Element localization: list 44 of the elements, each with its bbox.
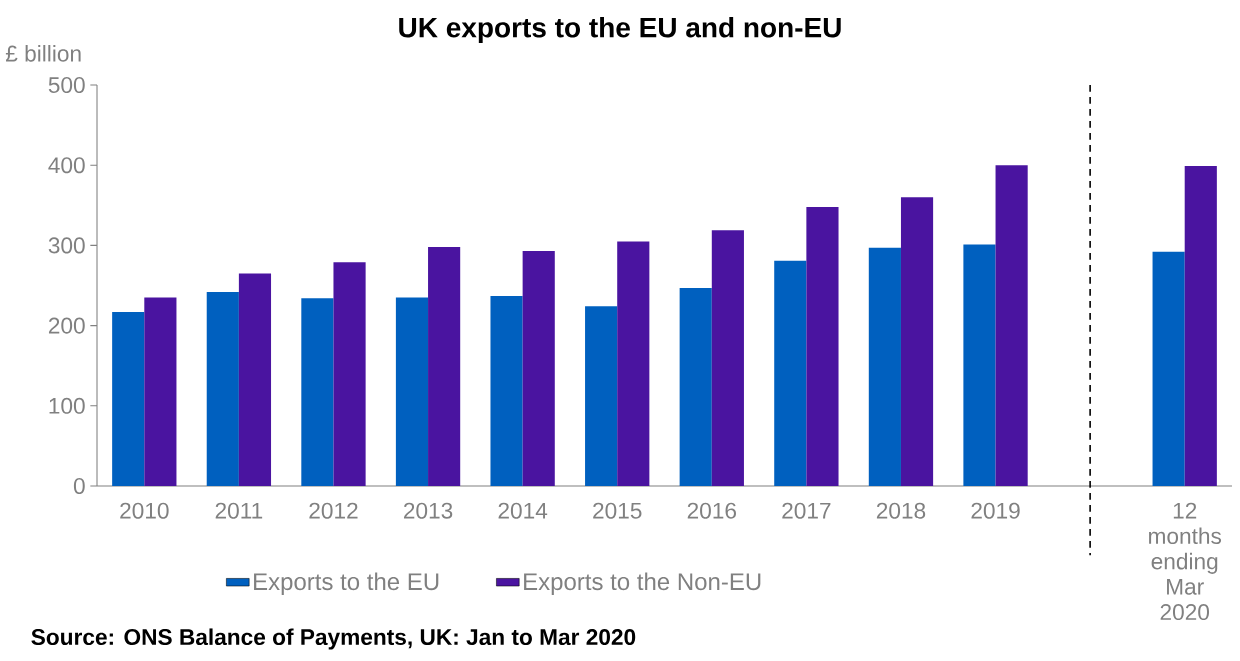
bar xyxy=(490,295,523,486)
x-tick-label: 2012 xyxy=(309,502,358,519)
bar xyxy=(333,262,366,486)
bar xyxy=(1152,251,1185,486)
bar xyxy=(112,311,145,486)
bar xyxy=(679,287,712,486)
x-tick-label: 2013 xyxy=(403,502,453,519)
source-note: Source: ONS Balance of Payments, UK: Jan to Mar 2020 xyxy=(31,628,636,650)
bar xyxy=(238,273,272,486)
x-tick-label: 2011 xyxy=(215,502,263,519)
x-tick-label: 2015 xyxy=(593,502,642,519)
x-tick-label: 2017 xyxy=(782,502,831,519)
chart-title: UK exports to the EU and non-EU xyxy=(399,16,841,44)
bar xyxy=(522,251,555,486)
x-tick-label: 12 months ending Mar 2020 xyxy=(1149,502,1222,621)
bar xyxy=(144,297,177,486)
legend-label: Exports to the EU xyxy=(254,572,439,595)
y-tick-label: 400 xyxy=(48,157,85,174)
bar xyxy=(806,206,839,486)
y-tick-label: 0 xyxy=(73,477,85,495)
bar xyxy=(585,306,618,486)
bar xyxy=(868,247,901,486)
bar xyxy=(900,197,934,486)
x-tick-label: 2018 xyxy=(876,502,926,519)
bar xyxy=(428,247,461,486)
bar xyxy=(617,241,650,486)
y-tick-label: 500 xyxy=(48,76,85,94)
x-tick-label: 2010 xyxy=(120,502,169,519)
x-tick-label: 2016 xyxy=(687,502,736,519)
bar xyxy=(1184,166,1217,486)
y-tick-label: 200 xyxy=(48,317,85,334)
x-tick-label: 2019 xyxy=(971,502,1020,519)
bar xyxy=(206,291,239,486)
bar xyxy=(395,297,429,486)
x-tick-label: 2014 xyxy=(498,502,548,519)
bar xyxy=(711,230,744,486)
bar xyxy=(774,260,807,486)
legend-label: Exports to the Non-EU xyxy=(524,572,761,595)
y-tick-label: 100 xyxy=(49,397,85,414)
y-tick-label: 300 xyxy=(48,237,85,254)
bar xyxy=(301,298,334,486)
bar xyxy=(995,165,1028,486)
y-axis-title: £ billion xyxy=(5,44,81,62)
bar xyxy=(963,244,996,486)
